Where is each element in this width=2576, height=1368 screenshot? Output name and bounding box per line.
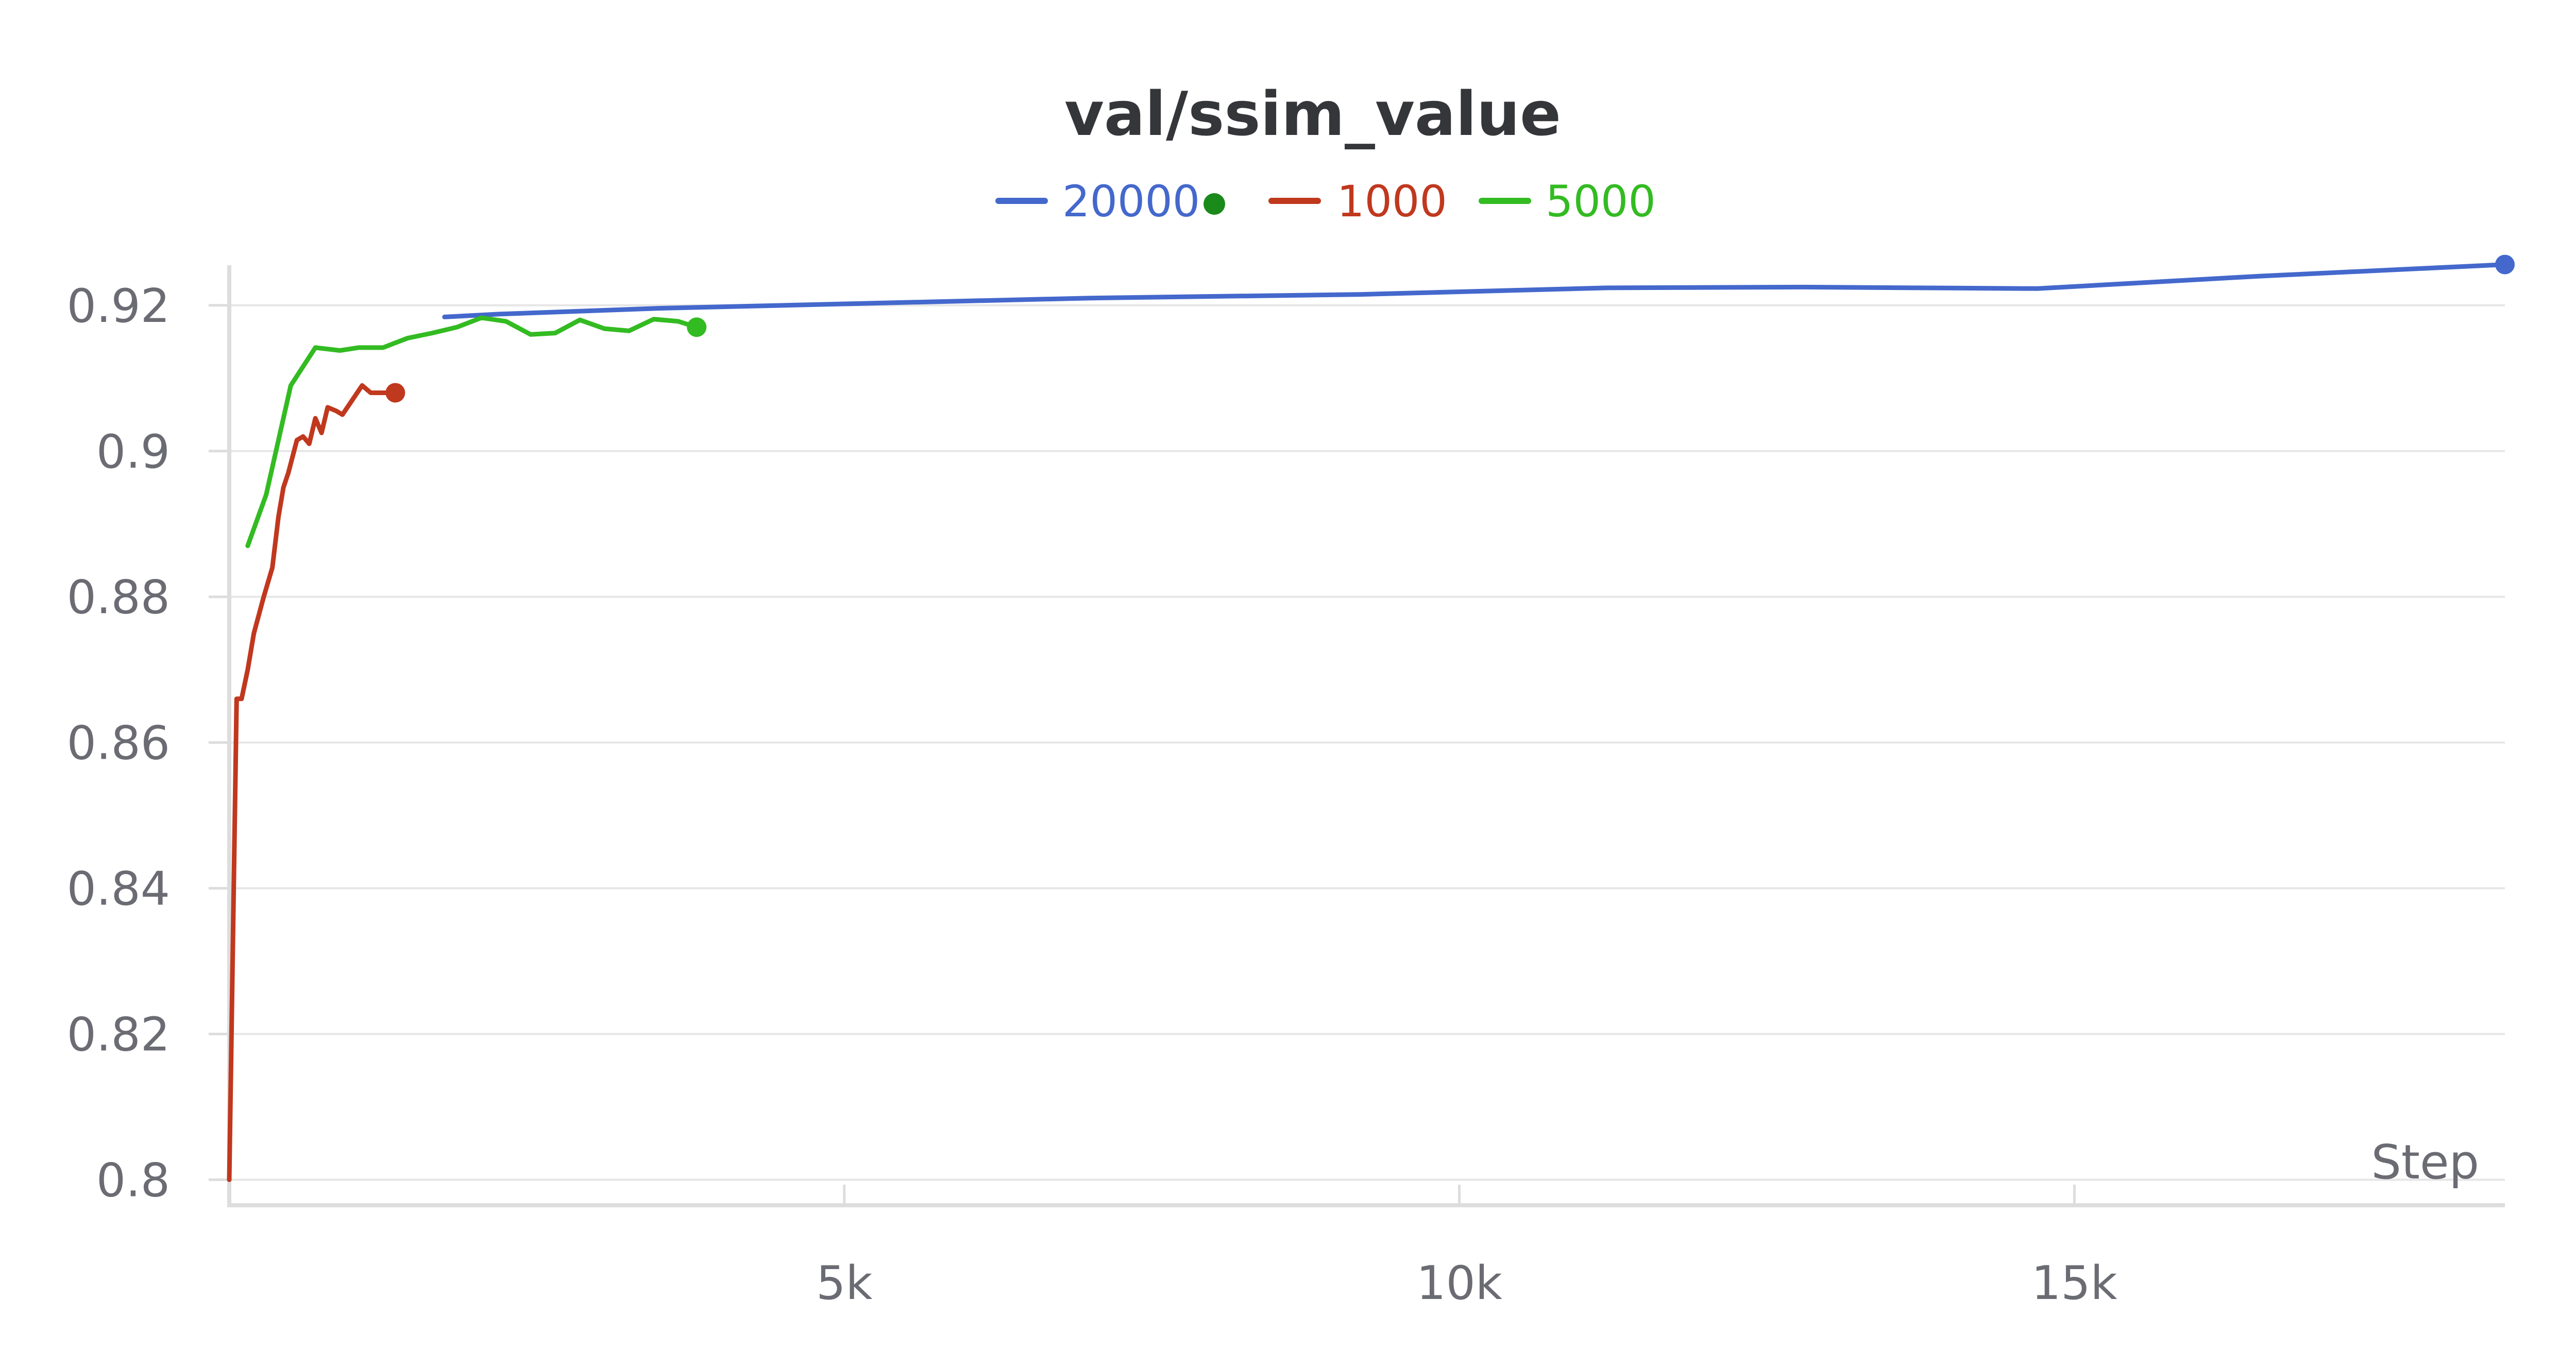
- x-ticks: 5k 10k 15k: [816, 1185, 2117, 1310]
- series-end-point-5000: [687, 317, 707, 337]
- legend-marker-20000: [1204, 193, 1225, 215]
- x-tick-label: 10k: [1416, 1256, 1502, 1310]
- series-line-5000: [245, 315, 699, 549]
- y-tick-label: 0.92: [67, 279, 170, 333]
- legend-label-5000: 5000: [1546, 176, 1656, 227]
- legend-label-20000: 20000: [1062, 176, 1200, 227]
- x-tick-label: 15k: [2031, 1256, 2117, 1310]
- chart-title: val/ssim_value: [1064, 78, 1561, 149]
- y-tick-label: 0.82: [67, 1008, 170, 1062]
- y-tick-label: 0.8: [96, 1153, 170, 1207]
- y-ticks: 0.8 0.82 0.84 0.86 0.88 0.9 0.92: [67, 279, 229, 1207]
- axes: [227, 265, 2505, 1207]
- grid: [229, 304, 2505, 1181]
- series-end-point-20000: [2495, 254, 2515, 275]
- x-axis-label: Step: [2371, 1135, 2479, 1190]
- series-layer: [227, 254, 2515, 1182]
- series-line-1000: [227, 383, 398, 1182]
- legend: 20000 1000 5000: [995, 176, 1656, 227]
- y-tick-label: 0.88: [67, 571, 170, 625]
- x-tick-label: 5k: [816, 1256, 872, 1310]
- series-line-20000: [442, 262, 2507, 319]
- series-end-point-1000: [385, 383, 405, 403]
- y-tick-label: 0.9: [96, 425, 170, 479]
- y-tick-label: 0.86: [67, 716, 170, 771]
- legend-label-1000: 1000: [1337, 176, 1447, 227]
- y-tick-label: 0.84: [67, 862, 170, 916]
